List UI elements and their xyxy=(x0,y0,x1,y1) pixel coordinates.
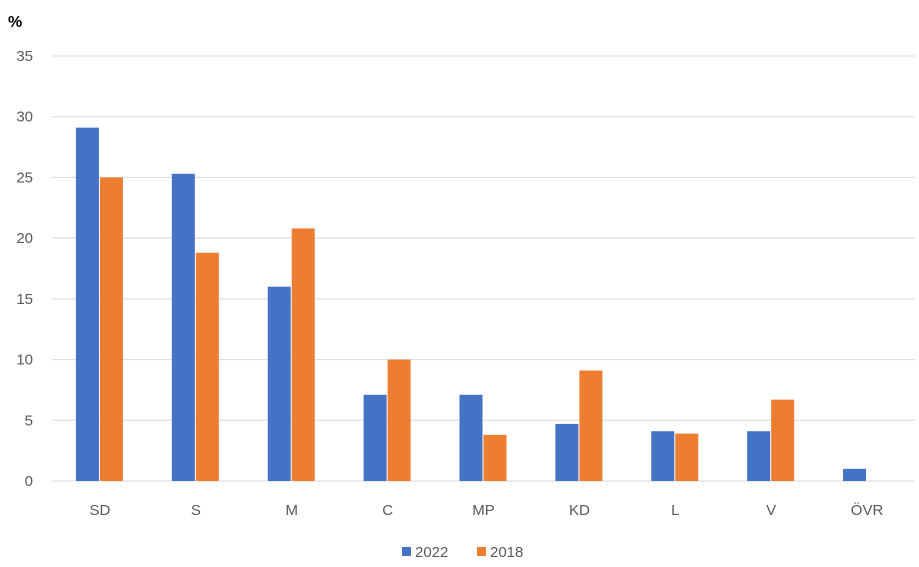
legend-swatch-2022 xyxy=(402,547,411,556)
bar-2022-SD xyxy=(75,127,99,482)
legend-label: 2018 xyxy=(490,544,523,561)
bar-2018-MP xyxy=(483,434,507,481)
bar-2018-SD xyxy=(99,177,123,481)
bar-2022-S xyxy=(171,173,195,482)
y-tick-label: 20 xyxy=(16,230,33,247)
x-tick-label: L xyxy=(671,502,679,519)
x-axis-ticks: SD S M C MP KD L V ÖVR xyxy=(90,501,884,519)
y-tick-label: 15 xyxy=(16,291,33,308)
y-tick-label: 30 xyxy=(16,109,33,126)
bar-2018-L xyxy=(675,433,699,481)
y-tick-label: 5 xyxy=(25,412,33,429)
bar-2022-L xyxy=(651,431,675,481)
x-tick-label: MP xyxy=(472,502,495,519)
legend-label: 2022 xyxy=(415,544,448,561)
x-tick-label: C xyxy=(382,502,393,519)
x-tick-label: KD xyxy=(569,502,590,519)
bar-2022-KD xyxy=(555,423,579,481)
y-tick-label: 10 xyxy=(16,352,33,369)
bar-2018-C xyxy=(387,359,411,481)
bar-2018-S xyxy=(195,252,219,481)
bar-2022-ÖVR xyxy=(843,468,867,481)
legend-swatch-2018 xyxy=(477,547,486,556)
x-tick-label: ÖVR xyxy=(851,501,884,519)
bars xyxy=(75,127,867,482)
legend: 2022 2018 xyxy=(402,544,523,561)
x-tick-label: S xyxy=(191,502,201,519)
y-tick-label: 25 xyxy=(16,169,33,186)
y-axis-ticks: 0 5 10 15 20 25 30 35 xyxy=(16,48,33,490)
bar-2018-M xyxy=(291,228,315,481)
x-tick-label: V xyxy=(766,502,776,519)
y-tick-label: 0 xyxy=(25,473,33,490)
x-tick-label: M xyxy=(285,502,298,519)
y-tick-label: 35 xyxy=(16,48,33,65)
x-tick-label: SD xyxy=(90,502,111,519)
bar-2022-M xyxy=(267,286,291,481)
bar-2018-V xyxy=(771,399,795,481)
bar-2022-V xyxy=(747,431,771,481)
bar-2022-C xyxy=(363,394,387,481)
bar-2018-KD xyxy=(579,370,603,481)
bar-2022-MP xyxy=(459,394,483,481)
y-axis-unit-label: % xyxy=(8,14,22,31)
